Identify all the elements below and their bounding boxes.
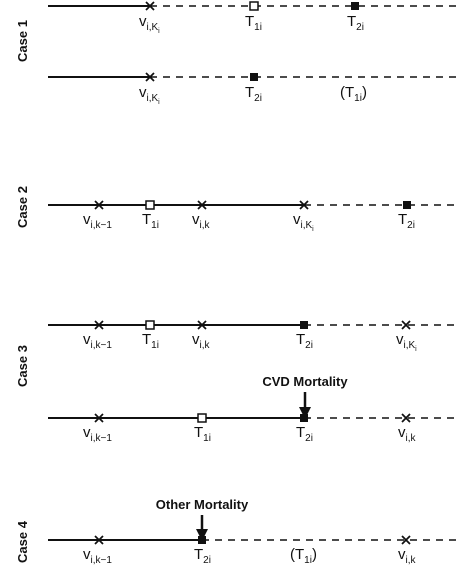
cvd-mortality-arrow bbox=[299, 392, 311, 419]
label-T1i: T1i bbox=[194, 424, 211, 444]
filled-square-marker bbox=[198, 536, 206, 544]
open-square-marker bbox=[145, 200, 155, 210]
label-T2i: T2i bbox=[194, 546, 211, 566]
open-square-marker bbox=[249, 1, 259, 11]
cross-marker bbox=[145, 1, 155, 11]
label-T2i: T2i bbox=[296, 331, 313, 351]
cross-marker bbox=[94, 535, 104, 545]
filled-square-marker bbox=[300, 414, 308, 422]
label-v-ik1: vi,k−1 bbox=[83, 211, 112, 231]
case-3-label: Case 3 bbox=[15, 345, 30, 387]
label-v-ik: vi,k bbox=[398, 424, 417, 444]
case-1-label: Case 1 bbox=[15, 20, 30, 62]
filled-square-marker bbox=[250, 73, 258, 81]
label-v-iKi: vi,Ki bbox=[396, 331, 417, 353]
label-T2i: T2i bbox=[296, 424, 313, 444]
case-4-label: Case 4 bbox=[15, 520, 30, 563]
label-v-ik: vi,k bbox=[192, 331, 211, 351]
label-v-ik: vi,k bbox=[192, 211, 211, 231]
case-2-label: Case 2 bbox=[15, 186, 30, 228]
label-v-iKi: vi,Ki bbox=[293, 211, 314, 233]
label-T2i: T2i bbox=[398, 211, 415, 231]
cross-marker bbox=[94, 320, 104, 330]
label-v-ik1: vi,k−1 bbox=[83, 331, 112, 351]
open-square-marker bbox=[197, 413, 207, 423]
filled-square-marker bbox=[403, 201, 411, 209]
cross-marker bbox=[94, 413, 104, 423]
label-v-ik: vi,k bbox=[398, 546, 417, 566]
label-T2i: T2i bbox=[245, 84, 262, 104]
cvd-mortality-annotation: CVD Mortality bbox=[262, 374, 348, 389]
other-mortality-annotation: Other Mortality bbox=[156, 497, 249, 512]
cross-marker bbox=[94, 200, 104, 210]
filled-square-marker bbox=[351, 2, 359, 10]
label-v-iKi: vi,Ki bbox=[139, 84, 160, 106]
label-v-ik1: vi,k−1 bbox=[83, 424, 112, 444]
label-T1i-parenthesized: (T1i) bbox=[340, 84, 367, 104]
cross-marker bbox=[401, 413, 411, 423]
cross-marker bbox=[401, 535, 411, 545]
label-T1i: T1i bbox=[245, 13, 262, 33]
label-T1i: T1i bbox=[142, 211, 159, 231]
cross-marker bbox=[401, 320, 411, 330]
cross-marker bbox=[197, 320, 207, 330]
open-square-marker bbox=[145, 320, 155, 330]
filled-square-marker bbox=[300, 321, 308, 329]
label-T1i: T1i bbox=[142, 331, 159, 351]
cross-marker bbox=[197, 200, 207, 210]
cross-marker bbox=[299, 200, 309, 210]
label-T2i: T2i bbox=[347, 13, 364, 33]
other-mortality-arrow bbox=[196, 515, 208, 541]
label-T1i-parenthesized: (T1i) bbox=[290, 546, 317, 566]
label-v-ik1: vi,k−1 bbox=[83, 546, 112, 566]
cross-marker bbox=[145, 72, 155, 82]
label-v-iKi: vi,Ki bbox=[139, 13, 160, 35]
